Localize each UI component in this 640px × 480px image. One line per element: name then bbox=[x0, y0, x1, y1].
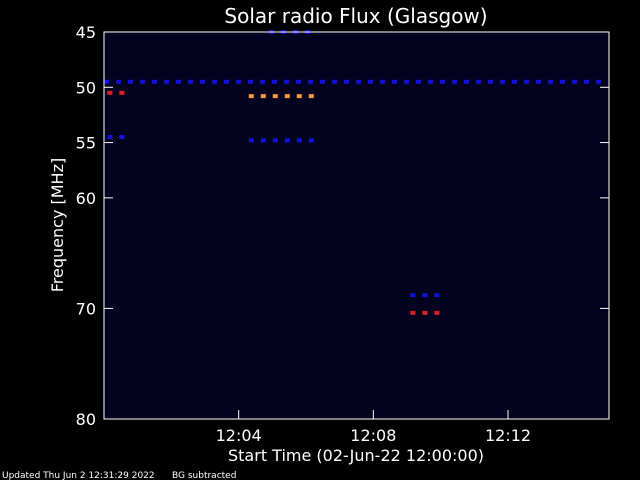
flux-feature bbox=[248, 94, 254, 99]
flux-feature bbox=[380, 79, 385, 84]
chart-title: Solar radio Flux (Glasgow) bbox=[224, 4, 487, 28]
flux-feature bbox=[320, 79, 325, 84]
flux-feature bbox=[452, 79, 457, 84]
flux-feature bbox=[308, 94, 314, 99]
y-tick-label: 55 bbox=[76, 134, 96, 153]
updated-timestamp: Updated Thu Jun 2 12:31:29 2022 bbox=[2, 471, 155, 480]
ticks-layer: 12:04 12:08 12:12 45 50 55 60 70 80 bbox=[76, 23, 609, 445]
flux-feature bbox=[404, 79, 409, 84]
flux-feature bbox=[296, 94, 302, 99]
flux-feature bbox=[500, 79, 505, 84]
x-tick-label: 12:04 bbox=[216, 426, 262, 445]
flux-feature bbox=[560, 79, 565, 84]
flux-feature bbox=[248, 138, 254, 143]
features-layer bbox=[104, 30, 601, 315]
flux-feature bbox=[107, 90, 113, 95]
flux-feature bbox=[548, 79, 553, 84]
flux-feature bbox=[416, 79, 421, 84]
flux-feature bbox=[422, 310, 428, 315]
flux-feature bbox=[224, 79, 229, 84]
flux-feature bbox=[368, 79, 373, 84]
y-tick-label: 80 bbox=[76, 410, 96, 429]
y-axis-label: Frequency [MHz] bbox=[48, 158, 67, 292]
flux-feature bbox=[476, 79, 481, 84]
flux-feature bbox=[308, 138, 314, 143]
flux-feature bbox=[332, 79, 337, 84]
flux-feature bbox=[140, 79, 145, 84]
flux-feature bbox=[464, 79, 469, 84]
flux-feature bbox=[308, 79, 313, 84]
flux-feature bbox=[176, 79, 181, 84]
flux-feature bbox=[272, 79, 277, 84]
flux-feature bbox=[410, 310, 416, 315]
flux-feature bbox=[584, 79, 589, 84]
flux-feature bbox=[284, 79, 289, 84]
flux-feature bbox=[107, 135, 113, 140]
flux-feature bbox=[200, 79, 205, 84]
flux-feature bbox=[524, 79, 529, 84]
flux-feature bbox=[422, 293, 428, 298]
flux-feature bbox=[356, 79, 361, 84]
bg-subtracted-note: BG subtracted bbox=[172, 471, 236, 480]
flux-feature bbox=[512, 79, 517, 84]
flux-feature bbox=[188, 79, 193, 84]
flux-feature bbox=[248, 79, 253, 84]
flux-feature bbox=[236, 79, 241, 84]
y-tick-label: 45 bbox=[76, 23, 96, 42]
flux-feature bbox=[410, 293, 416, 298]
flux-feature bbox=[428, 79, 433, 84]
flux-feature bbox=[119, 135, 125, 140]
x-tick-label: 12:12 bbox=[485, 426, 531, 445]
flux-feature bbox=[119, 90, 125, 95]
flux-feature bbox=[296, 79, 301, 84]
y-tick-label: 70 bbox=[76, 299, 96, 318]
y-tick-label: 50 bbox=[76, 78, 96, 97]
flux-feature bbox=[260, 138, 266, 143]
flux-feature bbox=[434, 310, 440, 315]
flux-feature bbox=[440, 79, 445, 84]
flux-feature bbox=[596, 79, 601, 84]
flux-feature bbox=[392, 79, 397, 84]
plot-frame bbox=[103, 31, 610, 420]
flux-feature bbox=[260, 79, 265, 84]
flux-feature bbox=[296, 138, 302, 143]
flux-feature bbox=[344, 79, 349, 84]
flux-feature bbox=[104, 79, 109, 84]
flux-feature bbox=[572, 79, 577, 84]
flux-feature bbox=[536, 79, 541, 84]
flux-feature bbox=[212, 79, 217, 84]
flux-feature bbox=[284, 94, 290, 99]
flux-feature bbox=[164, 79, 169, 84]
flux-feature bbox=[260, 94, 266, 99]
flux-feature bbox=[128, 79, 133, 84]
flux-feature bbox=[434, 293, 440, 298]
flux-feature bbox=[284, 138, 290, 143]
y-tick-label: 60 bbox=[76, 189, 96, 208]
flux-feature bbox=[152, 79, 157, 84]
flux-feature bbox=[272, 138, 278, 143]
x-axis-label: Start Time (02-Jun-22 12:00:00) bbox=[228, 446, 484, 465]
flux-feature bbox=[272, 94, 278, 99]
flux-feature bbox=[116, 79, 121, 84]
x-tick-label: 12:08 bbox=[350, 426, 396, 445]
flux-feature bbox=[488, 79, 493, 84]
plot-area bbox=[104, 32, 609, 419]
